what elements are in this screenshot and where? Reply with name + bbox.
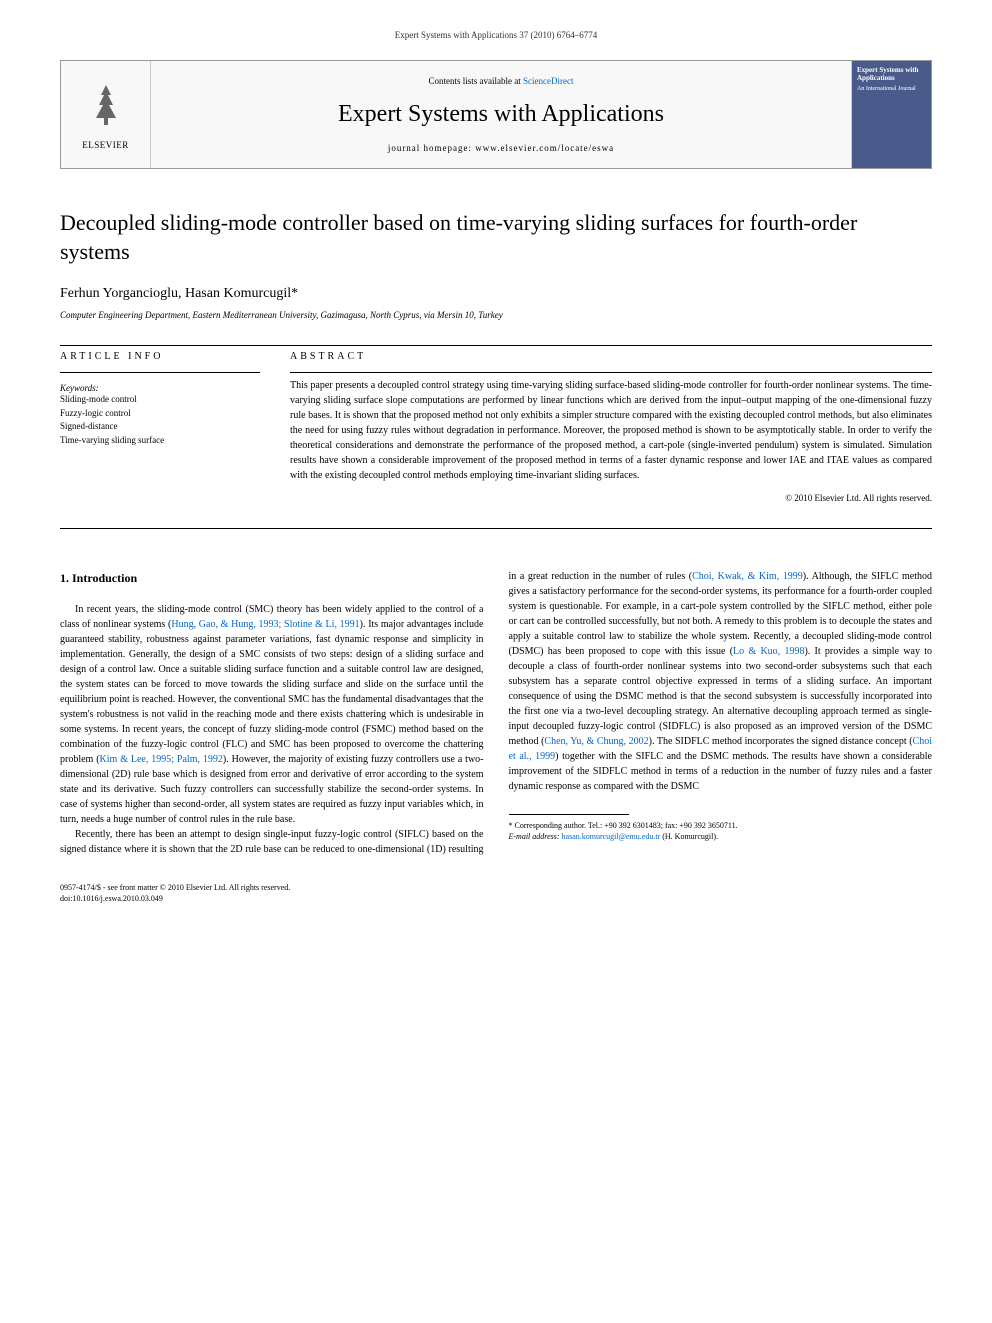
cover-title: Expert Systems with Applications bbox=[857, 66, 926, 83]
abstract-column: ABSTRACT This paper presents a decoupled… bbox=[290, 351, 932, 503]
journal-name: Expert Systems with Applications bbox=[338, 101, 664, 128]
publisher-name: ELSEVIER bbox=[81, 140, 131, 150]
tree-icon bbox=[81, 80, 131, 130]
citation-link[interactable]: Choi, Kwak, & Kim, 1999 bbox=[692, 571, 803, 582]
email-name: (H. Komurcugil). bbox=[660, 832, 718, 841]
footnote-separator bbox=[509, 814, 629, 815]
corresponding-mark: * bbox=[291, 286, 298, 301]
contents-line: Contents lists available at ScienceDirec… bbox=[429, 76, 574, 86]
divider bbox=[60, 528, 932, 529]
page-footer: 0957-4174/$ - see front matter © 2010 El… bbox=[60, 882, 932, 904]
homepage-prefix: journal homepage: bbox=[388, 143, 475, 153]
footnote: * Corresponding author. Tel.: +90 392 63… bbox=[509, 820, 933, 842]
keywords-label: Keywords: bbox=[60, 383, 260, 393]
affiliation: Computer Engineering Department, Eastern… bbox=[60, 310, 932, 320]
body-section: 1. Introduction In recent years, the sli… bbox=[60, 569, 932, 857]
section-title: 1. Introduction bbox=[60, 569, 484, 587]
corresponding-author: * Corresponding author. Tel.: +90 392 63… bbox=[509, 820, 933, 831]
citation-link[interactable]: Lo & Kuo, 1998 bbox=[733, 646, 804, 657]
cover-sub: An International Journal bbox=[857, 86, 926, 92]
divider bbox=[290, 372, 932, 373]
text-run: ). Although, the SIFLC method gives a sa… bbox=[509, 571, 933, 657]
homepage-url: www.elsevier.com/locate/eswa bbox=[475, 143, 614, 153]
email-line: E-mail address: hasan.komurcugil@emu.edu… bbox=[509, 831, 933, 842]
keyword: Time-varying sliding surface bbox=[60, 434, 260, 448]
text-run: ). It provides a simple way to decouple … bbox=[509, 646, 933, 747]
citation-link[interactable]: Hung, Gao, & Hung, 1993; Slotine & Li, 1… bbox=[171, 619, 359, 630]
citation-link[interactable]: Kim & Lee, 1995; Palm, 1992 bbox=[100, 754, 223, 765]
journal-cover: Expert Systems with Applications An Inte… bbox=[851, 61, 931, 168]
running-header: Expert Systems with Applications 37 (201… bbox=[60, 30, 932, 40]
author-list: Ferhun Yorgancioglu, Hasan Komurcugil* bbox=[60, 286, 932, 302]
text-run: ) together with the SIFLC and the DSMC m… bbox=[509, 751, 933, 792]
article-title: Decoupled sliding-mode controller based … bbox=[60, 209, 932, 266]
authors-text: Ferhun Yorgancioglu, Hasan Komurcugil bbox=[60, 286, 291, 301]
elsevier-logo: ELSEVIER bbox=[81, 80, 131, 150]
keyword: Signed-distance bbox=[60, 420, 260, 434]
email-link[interactable]: hasan.komurcugil@emu.edu.tr bbox=[562, 832, 661, 841]
sciencedirect-link[interactable]: ScienceDirect bbox=[523, 76, 573, 86]
homepage-line: journal homepage: www.elsevier.com/locat… bbox=[388, 143, 614, 153]
contents-prefix: Contents lists available at bbox=[429, 76, 523, 86]
info-header: ARTICLE INFO bbox=[60, 351, 260, 362]
text-run: ). The SIDFLC method incorporates the si… bbox=[649, 736, 913, 747]
footer-copyright: 0957-4174/$ - see front matter © 2010 El… bbox=[60, 882, 932, 893]
keyword: Sliding-mode control bbox=[60, 393, 260, 407]
journal-banner: ELSEVIER Contents lists available at Sci… bbox=[60, 60, 932, 169]
banner-center: Contents lists available at ScienceDirec… bbox=[151, 61, 851, 168]
footer-doi: doi:10.1016/j.eswa.2010.03.049 bbox=[60, 893, 932, 904]
publisher-cell: ELSEVIER bbox=[61, 61, 151, 168]
abstract-text: This paper presents a decoupled control … bbox=[290, 378, 932, 483]
abstract-copyright: © 2010 Elsevier Ltd. All rights reserved… bbox=[290, 493, 932, 503]
body-columns: 1. Introduction In recent years, the sli… bbox=[60, 569, 932, 857]
divider bbox=[60, 345, 932, 346]
abstract-header: ABSTRACT bbox=[290, 351, 932, 362]
body-paragraph: In recent years, the sliding-mode contro… bbox=[60, 602, 484, 827]
divider bbox=[60, 372, 260, 373]
info-abstract-row: ARTICLE INFO Keywords: Sliding-mode cont… bbox=[60, 351, 932, 503]
keyword: Fuzzy-logic control bbox=[60, 407, 260, 421]
article-info: ARTICLE INFO Keywords: Sliding-mode cont… bbox=[60, 351, 260, 503]
email-label: E-mail address: bbox=[509, 832, 562, 841]
citation-link[interactable]: Chen, Yu, & Chung, 2002 bbox=[544, 736, 648, 747]
text-run: ). Its major advantages include guarante… bbox=[60, 619, 484, 765]
